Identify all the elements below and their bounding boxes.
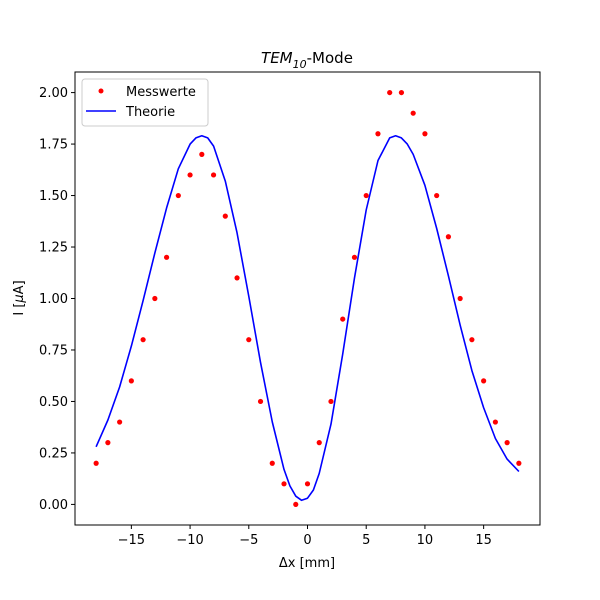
messwerte-point <box>257 398 264 405</box>
messwerte-point <box>434 192 440 199</box>
legend-label-messwerte: Messwerte <box>126 85 196 100</box>
x-tick-label: −5 <box>239 533 258 548</box>
messwerte-point <box>363 192 369 199</box>
messwerte-point <box>175 192 181 199</box>
messwerte-point <box>105 440 111 446</box>
messwerte-point <box>117 419 123 425</box>
plot-layer <box>93 89 522 508</box>
messwerte-point <box>351 254 358 260</box>
messwerte-point <box>481 378 487 384</box>
messwerte-point <box>140 337 146 343</box>
messwerte-point <box>504 440 510 446</box>
y-axis-label-prefix: I [ <box>12 303 27 316</box>
messwerte-point <box>293 501 299 508</box>
messwerte-point <box>375 131 381 137</box>
x-tick-label: 5 <box>362 533 370 548</box>
messwerte-point <box>387 89 393 96</box>
messwerte-point <box>222 213 228 219</box>
messwerte-point <box>281 481 287 487</box>
x-axis-label: Δx [mm] <box>279 556 335 571</box>
messwerte-point <box>163 254 170 260</box>
messwerte-point <box>340 316 346 322</box>
messwerte-point <box>234 275 240 281</box>
messwerte-point <box>492 419 498 425</box>
y-tick-label: 0.50 <box>39 395 68 410</box>
messwerte-point <box>398 89 405 96</box>
y-tick-label: 1.00 <box>39 292 68 307</box>
messwerte-point <box>187 172 193 178</box>
y-tick-label: 0.25 <box>39 446 68 461</box>
y-axis-ticks: 0.00 0.25 0.50 0.75 1.00 1.25 1.50 1.75 2.00 <box>39 86 75 513</box>
x-tick-label: 15 <box>475 533 492 548</box>
y-tick-label: 1.50 <box>39 189 68 204</box>
messwerte-point <box>152 295 158 302</box>
y-axis-label: I [μA] <box>12 280 27 315</box>
messwerte-point <box>445 234 452 240</box>
chart-title-subscript: 10 <box>293 58 307 71</box>
messwerte-point <box>246 337 252 343</box>
legend-label-theorie: Theorie <box>125 105 175 120</box>
y-axis-label-suffix: A] <box>12 280 27 294</box>
y-tick-label: 0.75 <box>39 343 68 358</box>
messwerte-point <box>457 295 463 302</box>
chart-title-main: TEM <box>261 49 293 67</box>
plot-frame <box>74 71 541 526</box>
legend-marker-messwerte <box>98 88 104 94</box>
messwerte-point <box>269 460 275 466</box>
messwerte-point <box>328 398 334 405</box>
theorie-line <box>95 135 520 502</box>
y-tick-label: 1.75 <box>39 138 68 153</box>
messwerte-point <box>199 151 205 157</box>
messwerte-point <box>516 460 522 466</box>
x-axis-ticks: −15 −10 −5 0 5 10 15 <box>118 525 492 548</box>
messwerte-point <box>128 378 134 384</box>
x-tick-label: 10 <box>417 533 434 548</box>
chart-title: TEM10-Mode <box>261 49 353 71</box>
legend-box <box>81 78 209 127</box>
messwerte-point <box>410 110 416 116</box>
messwerte-point <box>210 172 217 178</box>
y-axis-label-mu: μ <box>12 294 27 303</box>
x-tick-label: 0 <box>303 533 311 548</box>
messwerte-point <box>93 460 99 466</box>
messwerte-point <box>304 481 311 487</box>
x-tick-label: −15 <box>118 533 145 548</box>
y-tick-label: 1.25 <box>39 241 68 256</box>
x-tick-label: −10 <box>176 533 203 548</box>
messwerte-point <box>422 131 428 137</box>
messwerte-point <box>469 337 475 343</box>
messwerte-point <box>316 440 322 446</box>
legend: Messwerte Theorie <box>81 78 209 127</box>
y-tick-label: 0.00 <box>39 498 68 513</box>
chart-title-suffix: -Mode <box>307 49 353 67</box>
y-tick-label: 2.00 <box>39 86 68 101</box>
